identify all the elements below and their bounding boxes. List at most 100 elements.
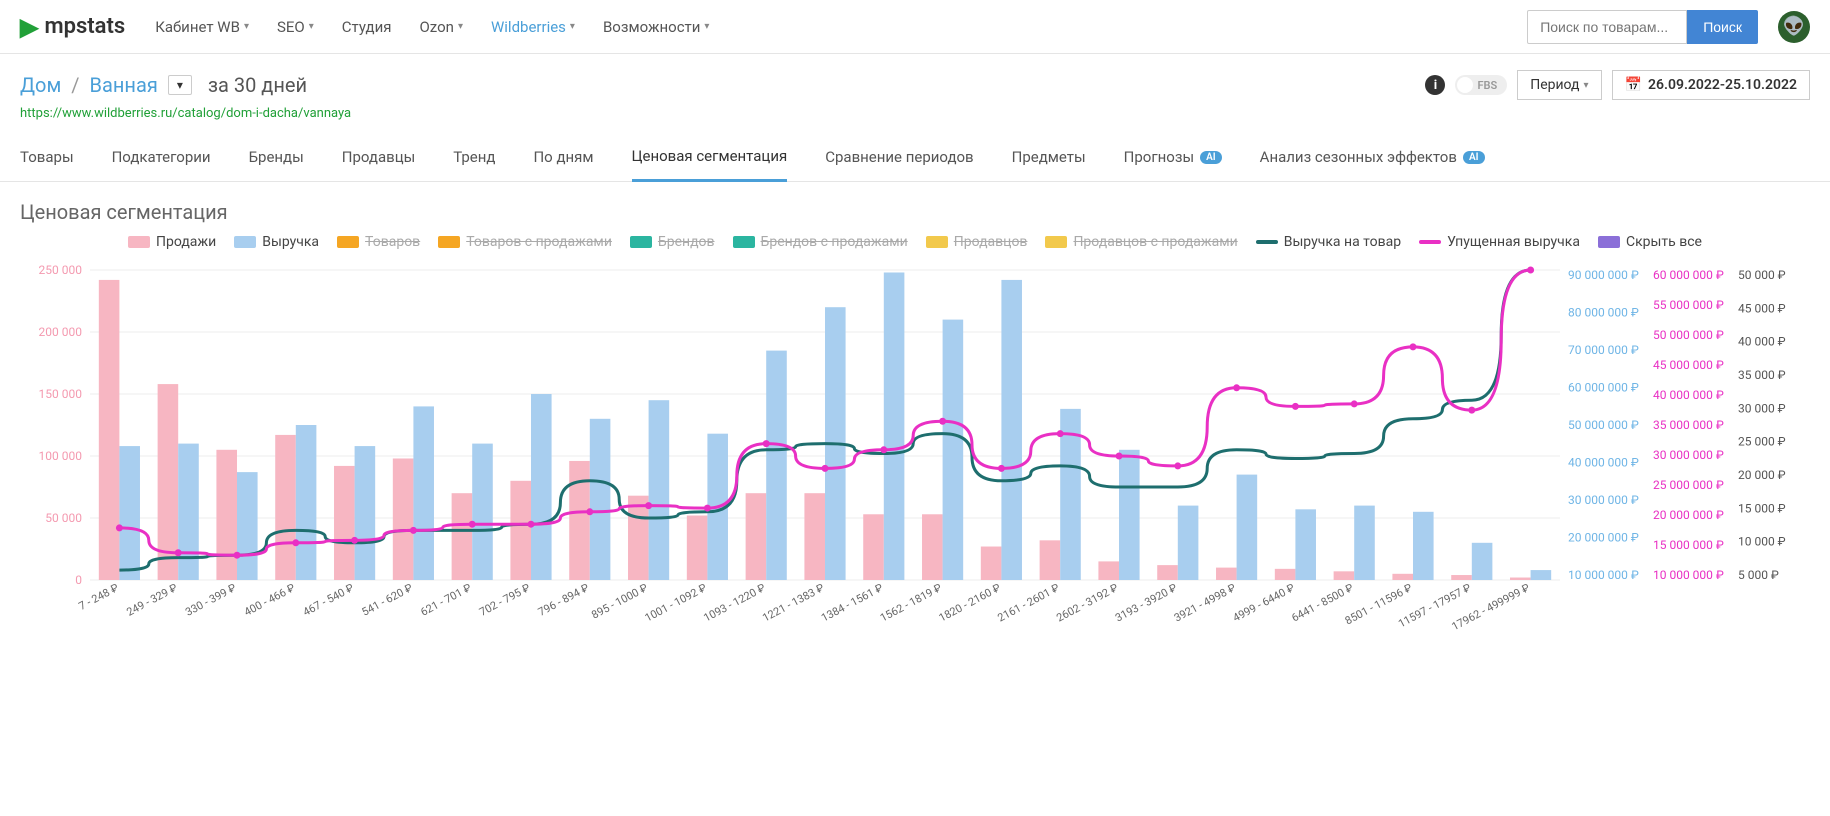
date-range-button[interactable]: 📅 26.09.2022-25.10.2022 bbox=[1612, 70, 1810, 100]
svg-text:467 - 540 ₽: 467 - 540 ₽ bbox=[301, 581, 356, 619]
svg-text:1384 - 1561 ₽: 1384 - 1561 ₽ bbox=[819, 581, 885, 624]
svg-text:55 000 000 ₽: 55 000 000 ₽ bbox=[1653, 298, 1724, 312]
svg-text:400 - 466 ₽: 400 - 466 ₽ bbox=[242, 581, 297, 619]
legend-label: Выручка на товар bbox=[1284, 234, 1401, 250]
tab-2[interactable]: Бренды bbox=[249, 147, 304, 181]
chart: 050 000100 000150 000200 000250 0007 - 2… bbox=[20, 260, 1810, 640]
fbs-label: FBS bbox=[1477, 79, 1497, 92]
svg-text:15 000 000 ₽: 15 000 000 ₽ bbox=[1653, 538, 1724, 552]
legend-label: Продавцов bbox=[954, 234, 1028, 250]
fbs-toggle[interactable]: FBS bbox=[1455, 75, 1507, 95]
legend-item-1[interactable]: Выручка bbox=[234, 234, 319, 250]
svg-text:150 000: 150 000 bbox=[39, 387, 83, 401]
legend-item-8[interactable]: Выручка на товар bbox=[1256, 234, 1401, 250]
tab-9[interactable]: ПрогнозыAI bbox=[1124, 147, 1222, 181]
svg-text:3193 - 3920 ₽: 3193 - 3920 ₽ bbox=[1113, 581, 1179, 624]
tab-label: По дням bbox=[533, 148, 593, 166]
legend-swatch bbox=[234, 236, 256, 248]
nav-item-5[interactable]: Возможности▾ bbox=[603, 18, 710, 36]
avatar[interactable]: 👽 bbox=[1778, 11, 1810, 43]
tab-4[interactable]: Тренд bbox=[453, 147, 495, 181]
tab-label: Прогнозы bbox=[1124, 148, 1194, 166]
tab-6[interactable]: Ценовая сегментация bbox=[632, 147, 788, 182]
chevron-down-icon: ▾ bbox=[309, 21, 314, 32]
legend-swatch bbox=[630, 236, 652, 248]
chevron-down-icon: ▾ bbox=[570, 21, 575, 32]
legend-item-6[interactable]: Продавцов bbox=[926, 234, 1028, 250]
legend-item-3[interactable]: Товаров с продажами bbox=[438, 234, 612, 250]
nav-item-4[interactable]: Wildberries▾ bbox=[491, 18, 575, 36]
svg-text:250 000: 250 000 bbox=[39, 263, 83, 277]
chart-legend: Продажи Выручка Товаров Товаров с продажами… bbox=[20, 234, 1810, 250]
svg-text:2161 - 2601 ₽: 2161 - 2601 ₽ bbox=[995, 581, 1061, 624]
svg-text:35 000 ₽: 35 000 ₽ bbox=[1738, 368, 1786, 382]
tab-5[interactable]: По дням bbox=[533, 147, 593, 181]
nav-item-1[interactable]: SEO▾ bbox=[277, 18, 314, 36]
breadcrumb-current[interactable]: Ванная bbox=[90, 73, 158, 97]
svg-text:7 - 248 ₽: 7 - 248 ₽ bbox=[77, 581, 121, 613]
nav-item-2[interactable]: Студия bbox=[342, 18, 392, 36]
legend-label: Продажи bbox=[156, 234, 216, 250]
chevron-down-icon: ▾ bbox=[458, 21, 463, 32]
legend-swatch bbox=[337, 236, 359, 248]
legend-item-0[interactable]: Продажи bbox=[128, 234, 216, 250]
tab-7[interactable]: Сравнение периодов bbox=[825, 147, 973, 181]
svg-text:1221 - 1383 ₽: 1221 - 1383 ₽ bbox=[760, 581, 826, 624]
svg-text:80 000 000 ₽: 80 000 000 ₽ bbox=[1568, 306, 1639, 320]
logo[interactable]: ▶ mpstats bbox=[20, 13, 125, 41]
main-nav: Кабинет WB▾ SEO▾ Студия Ozon▾ Wildberries▾ Во… bbox=[155, 18, 1527, 36]
svg-text:40 000 000 ₽: 40 000 000 ₽ bbox=[1568, 456, 1639, 470]
legend-label: Товаров с продажами bbox=[466, 234, 612, 250]
svg-text:20 000 ₽: 20 000 ₽ bbox=[1738, 468, 1786, 482]
legend-item-2[interactable]: Товаров bbox=[337, 234, 420, 250]
svg-text:35 000 000 ₽: 35 000 000 ₽ bbox=[1653, 418, 1724, 432]
tab-1[interactable]: Подкатегории bbox=[112, 147, 211, 181]
legend-item-9[interactable]: Упущенная выручка bbox=[1419, 234, 1580, 250]
tab-label: Предметы bbox=[1012, 148, 1086, 166]
legend-item-10[interactable]: Скрыть все bbox=[1598, 234, 1702, 250]
logo-icon: ▶ bbox=[20, 13, 38, 41]
legend-swatch bbox=[926, 236, 948, 248]
calendar-icon: 📅 bbox=[1625, 77, 1642, 93]
tab-label: Подкатегории bbox=[112, 148, 211, 166]
breadcrumb-root[interactable]: Дом bbox=[20, 73, 61, 97]
svg-text:50 000 000 ₽: 50 000 000 ₽ bbox=[1568, 418, 1639, 432]
svg-text:30 000 000 ₽: 30 000 000 ₽ bbox=[1568, 493, 1639, 507]
tab-label: Анализ сезонных эффектов bbox=[1260, 148, 1457, 166]
tab-10[interactable]: Анализ сезонных эффектов AI bbox=[1260, 147, 1485, 181]
search-input[interactable] bbox=[1527, 10, 1687, 44]
nav-item-3[interactable]: Ozon▾ bbox=[419, 18, 463, 36]
svg-text:90 000 000 ₽: 90 000 000 ₽ bbox=[1568, 268, 1639, 282]
ai-badge: AI bbox=[1463, 151, 1485, 164]
tab-0[interactable]: Товары bbox=[20, 147, 74, 181]
search-button[interactable]: Поиск bbox=[1687, 10, 1758, 44]
legend-label: Выручка bbox=[262, 234, 319, 250]
svg-text:1562 - 1819 ₽: 1562 - 1819 ₽ bbox=[878, 581, 944, 624]
source-url[interactable]: https://www.wildberries.ru/catalog/dom-i… bbox=[20, 106, 1810, 121]
svg-text:200 000: 200 000 bbox=[39, 325, 83, 339]
svg-text:20 000 000 ₽: 20 000 000 ₽ bbox=[1568, 531, 1639, 545]
svg-text:702 - 795 ₽: 702 - 795 ₽ bbox=[477, 581, 532, 619]
breadcrumb-dropdown[interactable]: ▾ bbox=[168, 75, 192, 95]
legend-label: Брендов bbox=[658, 234, 715, 250]
tab-label: Тренд bbox=[453, 148, 495, 166]
svg-text:25 000 000 ₽: 25 000 000 ₽ bbox=[1653, 478, 1724, 492]
tab-3[interactable]: Продавцы bbox=[342, 147, 415, 181]
tab-8[interactable]: Предметы bbox=[1012, 147, 1086, 181]
chevron-down-icon: ▾ bbox=[1584, 80, 1589, 91]
legend-label: Товаров bbox=[365, 234, 420, 250]
svg-text:20 000 000 ₽: 20 000 000 ₽ bbox=[1653, 508, 1724, 522]
info-icon[interactable]: i bbox=[1425, 75, 1445, 95]
brand-text: mpstats bbox=[44, 14, 125, 39]
legend-item-7[interactable]: Продавцов с продажами bbox=[1045, 234, 1237, 250]
period-button[interactable]: Период ▾ bbox=[1517, 70, 1601, 100]
legend-swatch bbox=[1045, 236, 1067, 248]
svg-text:25 000 ₽: 25 000 ₽ bbox=[1738, 435, 1786, 449]
legend-item-4[interactable]: Брендов bbox=[630, 234, 715, 250]
svg-text:50 000 ₽: 50 000 ₽ bbox=[1738, 268, 1786, 282]
legend-item-5[interactable]: Брендов с продажами bbox=[733, 234, 908, 250]
svg-text:70 000 000 ₽: 70 000 000 ₽ bbox=[1568, 343, 1639, 357]
nav-item-0[interactable]: Кабинет WB▾ bbox=[155, 18, 249, 36]
svg-text:541 - 620 ₽: 541 - 620 ₽ bbox=[360, 581, 415, 619]
date-range-text: 26.09.2022-25.10.2022 bbox=[1648, 77, 1797, 93]
